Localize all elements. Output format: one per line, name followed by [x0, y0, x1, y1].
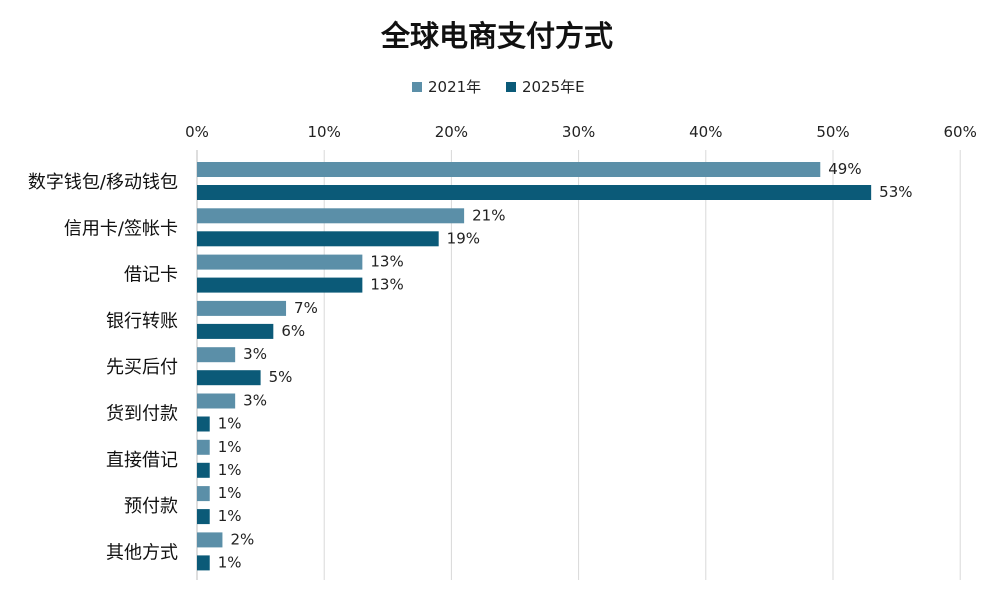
- x-tick-label: 60%: [944, 123, 977, 141]
- chart-title: 全球电商支付方式: [380, 19, 613, 53]
- data-label: 1%: [218, 415, 242, 433]
- bar-series1: [197, 393, 236, 409]
- data-label: 7%: [294, 299, 318, 317]
- data-label: 49%: [828, 160, 861, 178]
- bar-series1: [197, 162, 821, 177]
- data-label: 1%: [218, 438, 242, 456]
- bar-series1: [197, 300, 287, 316]
- data-label: 19%: [447, 229, 480, 247]
- data-label: 1%: [218, 507, 242, 525]
- data-label: 13%: [370, 253, 403, 271]
- data-label: 1%: [218, 484, 242, 502]
- category-label: 直接借记: [106, 450, 178, 471]
- legend-swatch-1: [412, 82, 422, 92]
- x-tick-label: 20%: [435, 123, 468, 141]
- category-label: 预付款: [124, 496, 178, 517]
- bar-series2: [197, 185, 872, 200]
- x-tick-label: 30%: [562, 123, 595, 141]
- x-tick-label: 0%: [185, 123, 209, 141]
- category-label: 借记卡: [124, 265, 178, 286]
- x-tick-label: 10%: [308, 123, 341, 141]
- bar-series1: [197, 347, 236, 363]
- legend-label-2: 2025年E: [522, 78, 585, 96]
- x-tick-label: 40%: [689, 123, 722, 141]
- x-axis-ticks: 0% 10% 20% 30% 40% 50% 60%: [185, 123, 977, 141]
- category-label: 数字钱包/移动钱包: [28, 172, 178, 193]
- data-label: 13%: [370, 276, 403, 294]
- bar-series1: [197, 254, 363, 270]
- bars: [197, 162, 872, 571]
- legend-swatch-2: [506, 82, 516, 92]
- bar-series2: [197, 462, 210, 478]
- data-label: 53%: [879, 183, 912, 201]
- data-label: 1%: [218, 461, 242, 479]
- data-labels: 49%53%21%19%13%13%7%6%3%5%3%1%1%1%1%1%2%…: [218, 160, 913, 571]
- data-label: 3%: [243, 392, 267, 410]
- bar-series2: [197, 416, 210, 432]
- data-label: 3%: [243, 345, 267, 363]
- legend-label-1: 2021年: [428, 78, 481, 96]
- bar-series1: [197, 486, 210, 502]
- bar-series2: [197, 277, 363, 293]
- category-label: 货到付款: [106, 404, 178, 425]
- data-label: 2%: [230, 530, 254, 548]
- bar-series2: [197, 323, 274, 339]
- bar-series2: [197, 555, 210, 571]
- bar-series1: [197, 439, 210, 455]
- data-label: 1%: [218, 553, 242, 571]
- category-label: 其他方式: [106, 542, 178, 563]
- data-label: 21%: [472, 206, 505, 224]
- data-label: 6%: [281, 322, 305, 340]
- legend: 2021年 2025年E: [412, 78, 585, 96]
- x-tick-label: 50%: [816, 123, 849, 141]
- bar-series1: [197, 208, 465, 224]
- category-label: 银行转账: [106, 311, 178, 332]
- data-label: 5%: [269, 368, 293, 386]
- category-labels: 数字钱包/移动钱包信用卡/签帐卡借记卡银行转账先买后付货到付款直接借记预付款其他…: [28, 172, 178, 563]
- category-label: 先买后付: [106, 357, 178, 378]
- bar-series2: [197, 231, 439, 247]
- bar-series2: [197, 509, 210, 525]
- bar-series2: [197, 370, 261, 386]
- bar-series1: [197, 532, 223, 548]
- category-label: 信用卡/签帐卡: [64, 218, 178, 239]
